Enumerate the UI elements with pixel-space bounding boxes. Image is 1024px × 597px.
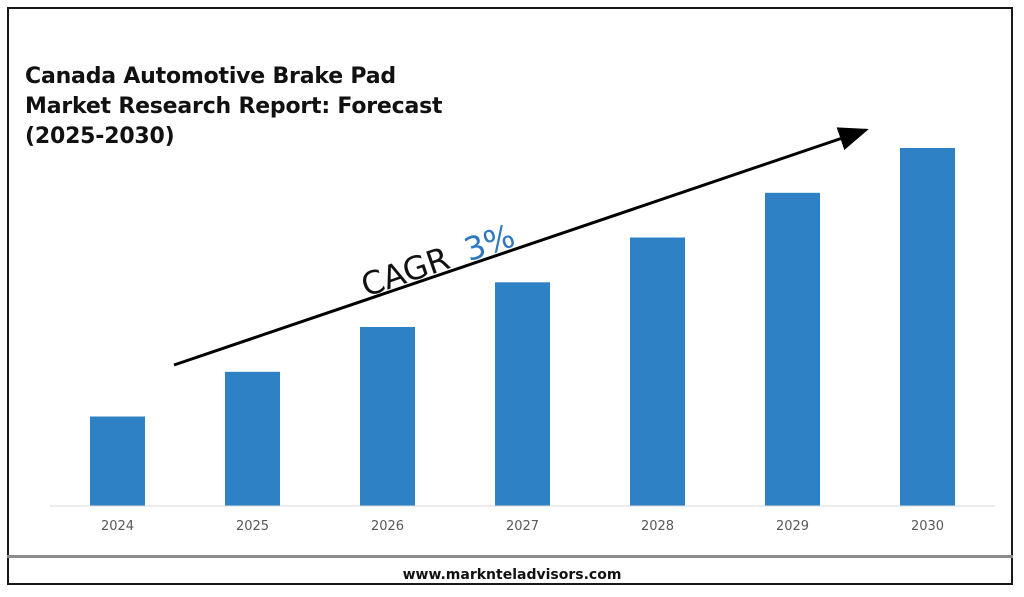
x-tick-label: 2030 [911,519,944,534]
cagr-label: CAGR [356,239,454,304]
chart-title: Canada Automotive Brake Pad Market Resea… [25,62,443,152]
title-line-3: (2025-2030) [25,124,175,149]
trend-arrow [173,127,869,367]
bar-2025 [225,371,280,507]
footer-divider [7,555,1013,558]
bar-2030 [900,148,955,506]
x-tick-label: 2028 [641,519,674,534]
x-tick-label: 2026 [371,519,404,534]
bar-2026 [360,327,415,506]
x-tick-label: 2024 [101,519,134,534]
title-line-1: Canada Automotive Brake Pad [25,64,396,89]
title-line-2: Market Research Report: Forecast [25,94,443,119]
bar-2029 [765,192,820,507]
bar-2027 [495,282,550,507]
x-tick-label: 2025 [236,519,269,534]
x-tick-label: 2027 [506,519,539,534]
x-tick-label: 2029 [776,519,809,534]
cagr-value: 3% [459,217,519,269]
footer-url: www.marknteladvisors.com [402,567,622,583]
bar-2028 [630,237,685,506]
bar-2024 [90,416,145,506]
